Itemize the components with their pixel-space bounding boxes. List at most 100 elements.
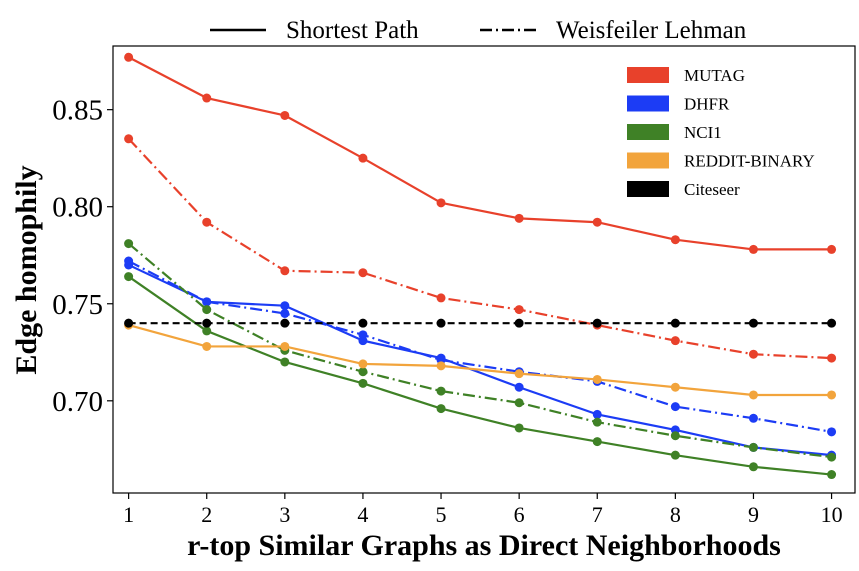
data-point <box>514 213 524 223</box>
legend-label: NCI1 <box>684 123 722 142</box>
data-point <box>592 409 602 419</box>
plot-area <box>124 52 837 480</box>
data-point <box>670 431 680 441</box>
data-point <box>436 404 446 414</box>
data-point <box>514 369 524 379</box>
data-point <box>436 361 446 371</box>
data-point <box>280 266 290 276</box>
data-point <box>124 256 134 266</box>
data-point <box>124 134 134 144</box>
data-point <box>748 442 758 452</box>
legend-entry-reddit-binary: REDDIT-BINARY <box>627 152 815 171</box>
legend-label: Weisfeiler Lehman <box>556 17 747 44</box>
legend-label: REDDIT-BINARY <box>684 152 815 171</box>
data-point <box>436 318 446 328</box>
x-tick-label: 4 <box>357 502 368 527</box>
data-point <box>280 318 290 328</box>
data-point <box>670 402 680 412</box>
data-point <box>748 390 758 400</box>
data-point <box>514 423 524 433</box>
x-tick-label: 3 <box>279 502 290 527</box>
data-point <box>358 153 368 163</box>
x-tick-label: 9 <box>748 502 759 527</box>
legend-swatch <box>627 152 669 169</box>
data-point <box>592 318 602 328</box>
data-point <box>124 272 134 282</box>
legend-entry-mutag: MUTAG <box>627 66 745 85</box>
data-point <box>280 341 290 351</box>
data-point <box>827 452 837 462</box>
data-point <box>827 318 837 328</box>
legend-entry-citeseer: Citeseer <box>627 180 740 199</box>
data-point <box>358 367 368 377</box>
data-point <box>280 308 290 318</box>
x-tick-label: 10 <box>821 502 843 527</box>
y-tick-label: 0.70 <box>52 386 103 418</box>
data-point <box>202 217 212 227</box>
data-point <box>358 268 368 278</box>
x-tick-label: 5 <box>436 502 447 527</box>
data-point <box>358 318 368 328</box>
y-axis-label: Edge homophily <box>10 165 43 374</box>
x-tick-label: 8 <box>670 502 681 527</box>
data-point <box>202 93 212 103</box>
data-point <box>436 198 446 208</box>
legend-entry-weisfeiler-lehman: Weisfeiler Lehman <box>480 17 747 44</box>
data-point <box>748 244 758 254</box>
legend-label: Citeseer <box>684 180 740 199</box>
data-point <box>592 217 602 227</box>
data-point <box>670 382 680 392</box>
data-point <box>748 318 758 328</box>
x-tick-label: 7 <box>592 502 603 527</box>
legend-swatch <box>627 95 669 112</box>
data-point <box>124 52 134 62</box>
data-point <box>280 110 290 120</box>
data-point <box>514 398 524 408</box>
data-point <box>436 293 446 303</box>
data-point <box>748 462 758 472</box>
method-legend: Shortest Path Weisfeiler Lehman <box>210 17 747 44</box>
data-point <box>514 305 524 315</box>
data-point <box>670 235 680 245</box>
data-point <box>202 305 212 315</box>
data-point <box>592 437 602 447</box>
x-tick-label: 6 <box>514 502 525 527</box>
data-point <box>280 301 290 311</box>
data-point <box>202 341 212 351</box>
series-line <box>127 242 832 459</box>
legend-entry-dhfr: DHFR <box>627 95 730 114</box>
plot-frame <box>112 45 856 494</box>
legend-label: Shortest Path <box>286 17 419 44</box>
x-axis-label: r-top Similar Graphs as Direct Neighborh… <box>187 529 781 562</box>
data-point <box>280 357 290 367</box>
legend-swatch <box>627 67 669 83</box>
axes: 1 2 3 4 5 6 7 8 9 10 0.70 0.75 0.80 0.85 <box>52 45 856 527</box>
series-line <box>127 138 832 360</box>
legend-swatch <box>627 181 669 197</box>
data-point <box>202 297 212 307</box>
x-tick-label: 1 <box>123 502 134 527</box>
data-point <box>827 244 837 254</box>
legend-entry-shortest-path: Shortest Path <box>210 17 419 44</box>
data-point <box>592 374 602 384</box>
data-point <box>514 318 524 328</box>
data-point <box>748 413 758 423</box>
data-point <box>827 353 837 363</box>
data-point <box>748 349 758 359</box>
data-point <box>827 390 837 400</box>
data-point <box>202 318 212 328</box>
data-point <box>124 239 134 249</box>
data-point <box>358 330 368 340</box>
series-citeseer-shortest-path <box>124 318 837 328</box>
legend-entry-nci1: NCI1 <box>627 123 722 142</box>
y-tick-label: 0.80 <box>52 192 103 224</box>
data-point <box>358 359 368 369</box>
dataset-legend: MUTAG DHFR NCI1 REDDIT-BINARY Citeseer <box>627 66 815 199</box>
series-mutag-shortest-path <box>124 52 837 254</box>
series-line <box>128 56 832 251</box>
data-point <box>670 318 680 328</box>
data-point <box>514 382 524 392</box>
data-point <box>592 417 602 427</box>
data-point <box>358 378 368 388</box>
